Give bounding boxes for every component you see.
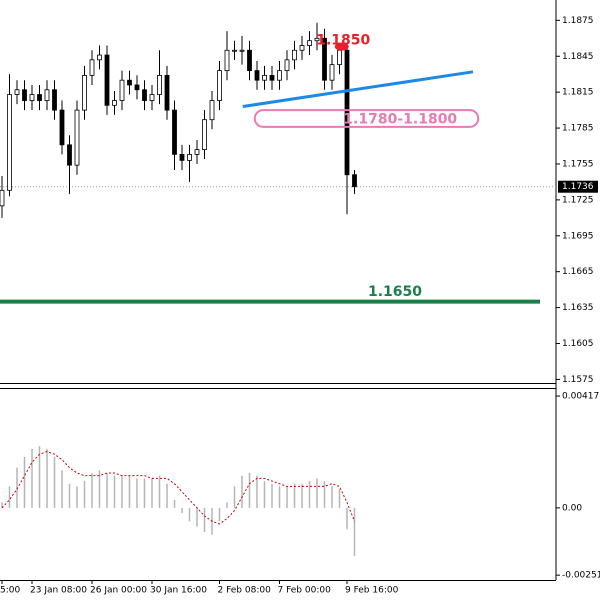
candle-body: [269, 75, 275, 81]
candle-body: [104, 54, 110, 106]
candle-body: [127, 79, 132, 86]
candle-body: [232, 49, 237, 52]
candle-body: [112, 100, 117, 106]
candle-body: [337, 49, 342, 66]
x-tick-label: 30 Jan 16:00: [150, 586, 207, 596]
candle-body: [7, 94, 12, 191]
candle-body: [352, 174, 357, 188]
x-tick-label: 7 Feb 00:00: [278, 586, 332, 596]
candle-body: [29, 94, 35, 101]
y-tick-label: 1.1785: [562, 124, 594, 134]
candle-body: [299, 45, 305, 51]
candle-body: [89, 59, 95, 76]
candle-body: [59, 109, 65, 146]
candle-body: [239, 49, 245, 52]
marker: [334, 42, 349, 51]
zone: [253, 109, 480, 128]
candle-body: [44, 89, 50, 101]
y-tick-label: 1.1665: [562, 267, 594, 277]
candle-body: [142, 89, 147, 101]
signal-line: [1, 451, 355, 525]
y-tick-label: 1.1815: [562, 88, 594, 98]
candle-body: [22, 89, 27, 101]
last-price-label: 1.1736: [562, 182, 594, 192]
candle-body: [149, 94, 155, 101]
candle-body: [329, 64, 335, 81]
x-tick-label: 5:00: [0, 586, 20, 596]
candle-body: [292, 49, 297, 61]
candle-body: [322, 37, 327, 81]
candle-body: [164, 75, 170, 111]
candle-body: [217, 70, 222, 101]
y-tick-label: 1.1845: [562, 52, 594, 62]
candle-body: [307, 40, 312, 46]
last-price-box: [558, 180, 598, 193]
y-tick-label: 0.00417: [562, 392, 599, 402]
candle-body: [209, 100, 215, 121]
y-tick-label: 1.1875: [562, 16, 594, 26]
y-tick-label: 1.1755: [562, 159, 594, 169]
y-tick-label: 1.1635: [562, 303, 594, 313]
candle-body: [134, 84, 140, 91]
y-tick-label: 1.1605: [562, 339, 594, 349]
x-tick-label: 26 Jan 00:00: [90, 586, 147, 596]
candle-body: [277, 70, 282, 81]
candle-body: [119, 79, 125, 101]
candle-body: [14, 89, 20, 95]
candle-body: [179, 153, 185, 161]
y-tick-label: -0.00251: [562, 571, 600, 581]
candle-body: [187, 153, 192, 161]
trendline: [242, 70, 474, 109]
annotation: 1.1850: [316, 33, 370, 49]
candle-body: [344, 49, 350, 176]
candle-body: [262, 75, 267, 81]
candle-body: [314, 37, 320, 42]
candle-body: [37, 94, 42, 101]
candle-body: [202, 119, 207, 151]
y-tick-label: 1.1695: [562, 231, 594, 241]
candle-body: [0, 189, 5, 207]
candle-body: [157, 75, 162, 95]
annotation: 1.1650: [368, 284, 422, 300]
candle-body: [254, 70, 260, 81]
annotation: 1.1780-1.1800: [343, 112, 457, 128]
candle-body: [97, 54, 102, 61]
candle-body: [52, 89, 57, 111]
x-tick-label: 2 Feb 08:00: [218, 586, 272, 596]
candle-body: [247, 49, 252, 72]
y-tick-label: 0.00: [562, 503, 582, 513]
x-tick-label: 9 Feb 16:00: [345, 586, 399, 596]
candle-body: [67, 144, 72, 166]
y-tick-label: 1.1725: [562, 195, 594, 205]
candle-body: [194, 149, 200, 155]
candle-body: [172, 109, 177, 155]
candle-body: [284, 59, 290, 72]
x-tick-label: 23 Jan 08:00: [30, 586, 87, 596]
candle-body: [74, 109, 80, 166]
candle-body: [224, 49, 230, 72]
candle-body: [82, 75, 87, 111]
y-tick-label: 1.1575: [562, 375, 594, 385]
